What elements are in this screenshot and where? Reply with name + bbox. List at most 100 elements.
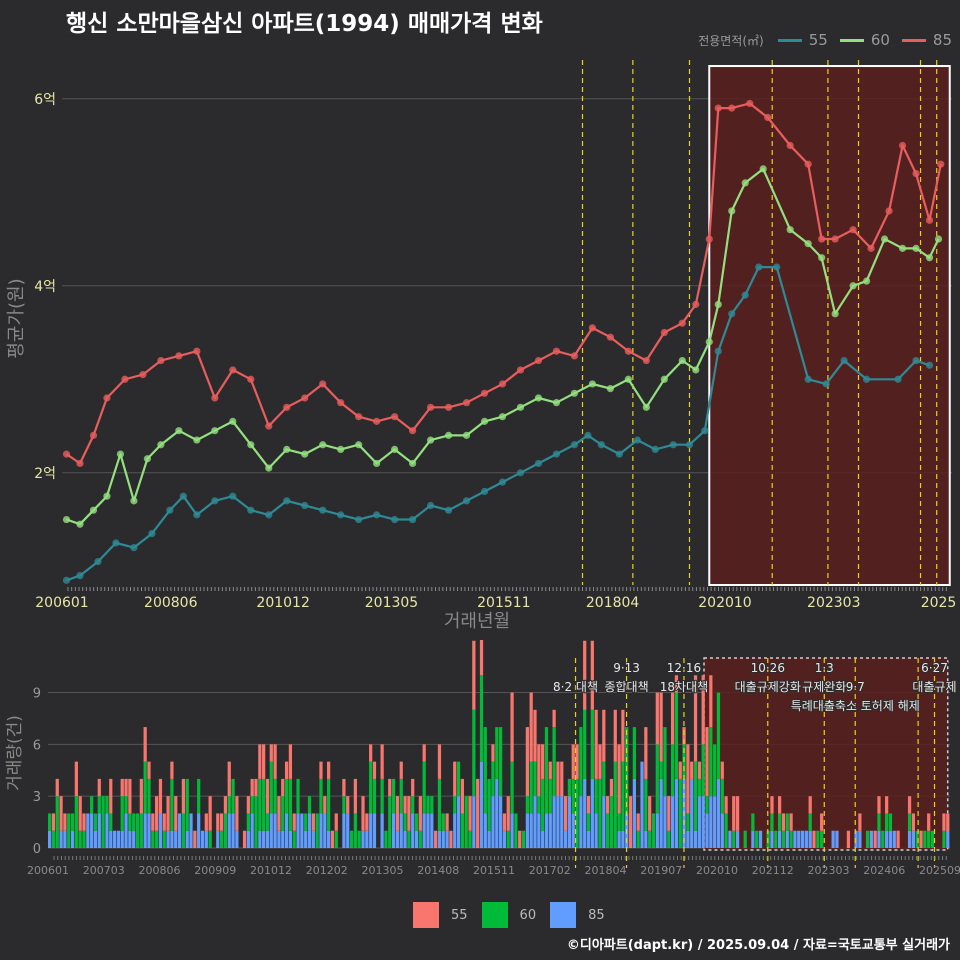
data-point-85 <box>588 324 597 332</box>
volume-bar-55 <box>158 778 163 814</box>
data-point-85 <box>678 319 686 327</box>
bar-x-tick-label: 200601 <box>27 864 69 877</box>
volume-bar-85 <box>177 813 182 848</box>
event-annotation: 대출규제 <box>912 680 956 694</box>
data-point-60 <box>624 375 632 383</box>
data-point-85 <box>898 141 907 150</box>
data-point-60 <box>714 300 722 309</box>
volume-bar-85 <box>670 796 675 848</box>
volume-bar-60 <box>590 709 594 779</box>
volume-bar-60 <box>304 813 308 831</box>
volume-bar-85 <box>200 830 205 848</box>
volume-bar-85 <box>785 830 789 848</box>
data-point-60 <box>880 235 889 243</box>
volume-bar-85 <box>265 830 270 848</box>
volume-bar-85 <box>487 830 491 848</box>
volume-bar-85 <box>529 813 533 848</box>
volume-bar-85 <box>395 830 400 848</box>
volume-bar-55 <box>281 778 285 797</box>
bar-legend-item-85[interactable]: 85 <box>550 902 605 928</box>
bar-x-tick-label: 201702 <box>529 864 571 877</box>
volume-bar-55 <box>227 761 231 797</box>
volume-bar-55 <box>606 796 610 814</box>
volume-bar-55 <box>693 675 698 762</box>
volume-bar-55 <box>407 796 411 831</box>
volume-bar-55 <box>342 778 346 797</box>
volume-bar-60 <box>388 796 392 848</box>
data-point-85 <box>193 347 201 355</box>
data-point-60 <box>898 244 907 252</box>
bar-x-tick-label: 200909 <box>194 864 236 877</box>
x-tick-label: 200601 <box>35 595 88 611</box>
legend-item-60[interactable]: 60 <box>839 31 890 49</box>
volume-bar-85 <box>262 830 266 848</box>
volume-bar-85 <box>663 796 667 848</box>
series-line-55 <box>66 266 930 582</box>
volume-bar-60 <box>70 813 75 831</box>
volume-bar-60 <box>162 830 166 848</box>
volume-bar-55 <box>510 692 514 762</box>
data-point-55 <box>166 506 174 514</box>
data-point-85 <box>692 300 700 309</box>
volume-bar-55 <box>556 761 560 797</box>
volume-bar-85 <box>304 830 308 848</box>
legend-item-85[interactable]: 85 <box>901 31 952 49</box>
bar-legend-item-60[interactable]: 60 <box>481 902 537 928</box>
volume-bar-85 <box>112 830 117 848</box>
data-point-55 <box>584 431 592 439</box>
volume-bar-85 <box>227 813 231 848</box>
volume-bar-60 <box>525 796 529 814</box>
data-point-85 <box>804 160 812 168</box>
legend-item-55[interactable]: 55 <box>777 31 828 49</box>
volume-bar-85 <box>854 830 858 848</box>
volume-bar-60 <box>90 796 94 814</box>
event-annotation: 9·13 <box>613 661 640 675</box>
volume-bar-60 <box>135 813 140 848</box>
volume-bar-55 <box>820 813 824 831</box>
volume-bar-85 <box>288 830 293 848</box>
data-point-55 <box>840 356 848 365</box>
event-annotation: 12·16 <box>667 661 701 675</box>
volume-bar-55 <box>525 727 529 797</box>
volume-bar-60 <box>262 778 266 831</box>
data-point-85 <box>937 160 945 168</box>
bar-x-tick-label: 202406 <box>863 864 905 877</box>
volume-bar-85 <box>552 796 556 848</box>
volume-bar-85 <box>602 796 606 848</box>
volume-bar-85 <box>132 830 136 848</box>
volume-bar-85 <box>185 830 189 848</box>
volume-bar-55 <box>193 830 197 848</box>
volume-bar-60 <box>544 727 549 814</box>
volume-bar-60 <box>147 778 151 814</box>
volume-bar-85 <box>797 830 801 848</box>
volume-bar-60 <box>132 813 136 831</box>
bar-legend-item-55[interactable]: 55 <box>413 902 468 928</box>
volume-bar-60 <box>651 813 656 848</box>
legend-top: 전용면적(㎡) 55 60 85 <box>698 31 952 49</box>
data-point-55 <box>319 506 327 514</box>
volume-bar-55 <box>437 744 442 779</box>
data-point-60 <box>229 417 237 425</box>
volume-bar-55 <box>411 778 415 797</box>
volume-bar-55 <box>479 640 484 676</box>
volume-bar-55 <box>288 744 293 779</box>
volume-bar-55 <box>311 813 315 831</box>
volume-bar-85 <box>70 830 75 848</box>
legend-swatch-85 <box>901 38 926 42</box>
data-point-85 <box>480 389 489 397</box>
volume-bar-60 <box>514 813 518 848</box>
bar-x-tick-label: 201511 <box>473 864 515 877</box>
volume-bar-85 <box>124 813 128 848</box>
x-tick-label: 201305 <box>365 595 418 611</box>
bar-legend-label-60: 60 <box>519 907 537 923</box>
volume-bar-55 <box>690 761 694 779</box>
data-point-85 <box>818 235 826 243</box>
volume-bar-60 <box>143 761 147 814</box>
volume-bar-55 <box>78 796 82 831</box>
volume-bar-55 <box>529 692 533 762</box>
data-point-85 <box>831 235 839 243</box>
legend-label-85: 85 <box>932 31 952 49</box>
volume-bar-85 <box>693 830 698 848</box>
volume-bar-60 <box>732 830 736 848</box>
volume-bar-60 <box>430 796 434 814</box>
